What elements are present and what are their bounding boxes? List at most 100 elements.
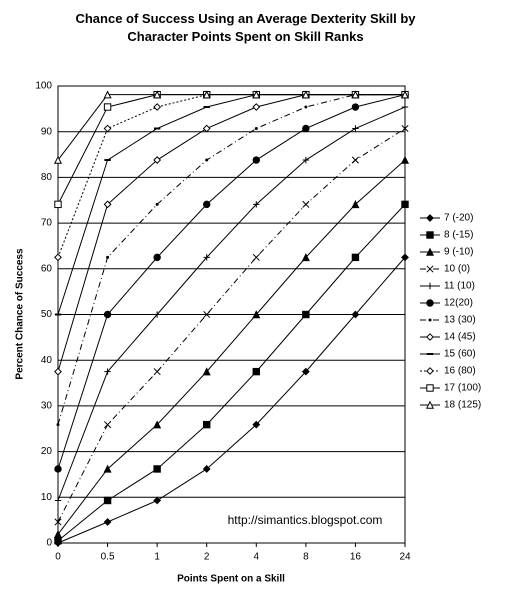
marker <box>254 127 258 131</box>
marker <box>301 90 310 99</box>
marker <box>103 200 112 209</box>
marker <box>103 518 112 526</box>
marker <box>202 465 211 473</box>
marker <box>103 103 112 111</box>
marker <box>203 420 211 429</box>
marker <box>104 421 112 429</box>
marker <box>426 299 434 307</box>
legend-label: 12(20) <box>444 298 473 309</box>
marker <box>205 158 209 162</box>
marker <box>153 465 161 473</box>
series-line <box>57 257 406 544</box>
marker <box>54 200 62 209</box>
legend-label: 11 (10) <box>444 281 475 292</box>
y-tick-label: 70 <box>41 218 53 229</box>
legend-label: 17 (100) <box>444 383 481 394</box>
marker <box>252 90 261 99</box>
x-tick-label: 24 <box>399 552 411 563</box>
marker <box>203 254 210 261</box>
marker <box>304 105 308 109</box>
marker <box>53 155 63 164</box>
marker <box>106 255 110 259</box>
marker <box>351 200 360 209</box>
y-tick-label: 100 <box>35 81 52 92</box>
marker <box>401 103 409 111</box>
series-line <box>57 94 405 425</box>
marker <box>103 124 112 133</box>
y-tick-label: 80 <box>41 172 53 183</box>
legend-label: 16 (80) <box>444 366 476 377</box>
marker <box>153 156 162 164</box>
y-tick-label: 60 <box>41 263 53 274</box>
marker <box>53 529 63 539</box>
x-tick-label: 4 <box>254 552 260 563</box>
marker <box>153 311 161 318</box>
legend-label: 15 (60) <box>444 349 476 360</box>
marker <box>153 420 162 429</box>
y-axis-label: Percent Chance of Success <box>15 248 26 380</box>
legend-label: 7 (-20) <box>444 213 473 224</box>
marker <box>252 103 261 111</box>
x-tick-label: 8 <box>303 552 309 563</box>
marker <box>252 420 261 429</box>
marker <box>401 253 409 262</box>
marker <box>103 310 112 319</box>
marker <box>425 400 435 409</box>
marker <box>426 231 434 239</box>
marker <box>351 103 360 111</box>
legend-label: 13 (30) <box>444 315 476 326</box>
marker <box>54 518 62 526</box>
series-line <box>57 94 405 372</box>
y-tick-label: 50 <box>41 309 53 320</box>
series-line <box>57 204 406 542</box>
marker <box>104 368 111 375</box>
marker <box>351 310 360 319</box>
marker <box>153 253 161 262</box>
marker <box>202 90 211 99</box>
marker <box>426 282 434 290</box>
marker <box>54 497 62 504</box>
legend-label: 9 (-10) <box>444 247 473 258</box>
chart-title: Chance of Success Using an Average Dexte… <box>75 11 416 44</box>
marker <box>426 265 434 273</box>
x-axis-label: Points Spent on a Skill <box>177 574 285 585</box>
marker <box>302 156 310 164</box>
y-tick-label: 40 <box>41 355 53 366</box>
marker <box>252 156 260 164</box>
marker <box>428 318 432 322</box>
marker <box>103 464 112 473</box>
marker <box>54 367 62 376</box>
marker <box>153 90 162 99</box>
x-tick-label: 0 <box>55 552 61 563</box>
marker <box>425 247 435 256</box>
y-tick-label: 30 <box>41 401 53 412</box>
marker <box>351 90 360 99</box>
legend-label: 14 (45) <box>444 332 476 343</box>
x-tick-label: 2 <box>204 552 210 563</box>
marker <box>401 124 409 133</box>
marker <box>352 125 359 132</box>
marker <box>202 367 211 376</box>
marker <box>252 253 260 261</box>
series-line <box>57 94 406 470</box>
marker <box>302 124 310 133</box>
marker <box>400 90 410 99</box>
y-tick-label: 10 <box>41 492 53 503</box>
series-line <box>57 159 406 535</box>
marker <box>103 90 112 99</box>
marker <box>54 253 62 262</box>
marker <box>301 253 310 262</box>
marker <box>426 333 434 341</box>
annotation: http://simantics.blogspot.com <box>228 513 383 527</box>
marker <box>155 202 159 206</box>
y-tick-label: 0 <box>46 538 52 549</box>
marker <box>400 155 410 164</box>
marker <box>103 496 112 505</box>
legend-label: 8 (-15) <box>444 230 473 241</box>
marker <box>426 367 434 375</box>
marker <box>203 310 211 319</box>
marker <box>351 253 360 262</box>
marker <box>302 310 310 319</box>
